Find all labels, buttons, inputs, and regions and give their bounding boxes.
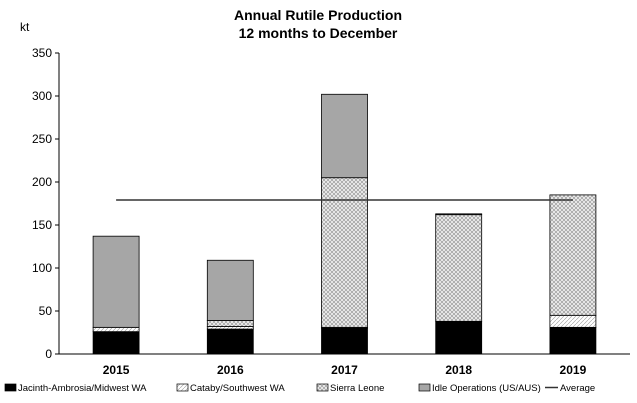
bar-segment-cataby-southwest-wa-2015 xyxy=(92,326,140,333)
y-tick-label: 200 xyxy=(32,175,52,189)
y-tick-label: 0 xyxy=(45,347,52,361)
bar-segment-sierra-leone-2016 xyxy=(206,320,254,327)
y-tick-label: 100 xyxy=(32,261,52,275)
y-tick-label: 250 xyxy=(32,132,52,146)
bar-segment-jacinth-ambrosia-midwest-wa-2018 xyxy=(435,320,483,355)
legend-label-average: Average xyxy=(560,383,595,394)
chart-title: Annual Rutile Production xyxy=(234,7,402,23)
legend-label-idle-operations-us-aus: Idle Operations (US/AUS) xyxy=(432,383,541,394)
bar-segment-idle-operations-us-aus-2015 xyxy=(92,235,140,328)
bar-segment-cataby-southwest-wa-2019 xyxy=(549,314,597,328)
legend-swatch-idle-operations-us-aus xyxy=(418,383,431,392)
legend-label-cataby-southwest-wa: Cataby/Southwest WA xyxy=(190,383,285,394)
bar-segment-idle-operations-us-aus-2016 xyxy=(206,259,254,321)
y-tick-label: 300 xyxy=(32,89,52,103)
legend-swatch-sierra-leone xyxy=(316,383,329,392)
legend-swatch-cataby-southwest-wa xyxy=(176,383,189,392)
y-tick-label: 50 xyxy=(39,304,53,318)
x-category-label: 2017 xyxy=(331,363,358,377)
legend-label-jacinth-ambrosia-midwest-wa: Jacinth-Ambrosia/Midwest WA xyxy=(18,383,147,394)
y-tick-label: 150 xyxy=(32,218,52,232)
x-category-label: 2015 xyxy=(103,363,130,377)
bar-segment-sierra-leone-2019 xyxy=(549,194,597,316)
chart-subtitle: 12 months to December xyxy=(239,25,398,41)
y-tick-label: 350 xyxy=(32,46,52,60)
x-category-label: 2016 xyxy=(217,363,244,377)
bar-segment-jacinth-ambrosia-midwest-wa-2019 xyxy=(549,326,597,355)
bar-segment-jacinth-ambrosia-midwest-wa-2016 xyxy=(206,328,254,355)
legend-label-sierra-leone: Sierra Leone xyxy=(330,383,384,394)
bar-segment-jacinth-ambrosia-midwest-wa-2017 xyxy=(321,327,368,355)
x-category-label: 2018 xyxy=(445,363,472,377)
bar-segment-idle-operations-us-aus-2017 xyxy=(321,93,368,179)
bar-segment-sierra-leone-2018 xyxy=(435,214,483,322)
bar-segment-sierra-leone-2017 xyxy=(321,177,368,328)
y-axis-unit-label: kt xyxy=(20,20,30,34)
legend-swatch-jacinth-ambrosia-midwest-wa xyxy=(4,383,17,392)
bar-segment-jacinth-ambrosia-midwest-wa-2015 xyxy=(92,331,140,355)
x-category-label: 2019 xyxy=(560,363,587,377)
bar-segment-idle-operations-us-aus-2018 xyxy=(435,213,483,216)
